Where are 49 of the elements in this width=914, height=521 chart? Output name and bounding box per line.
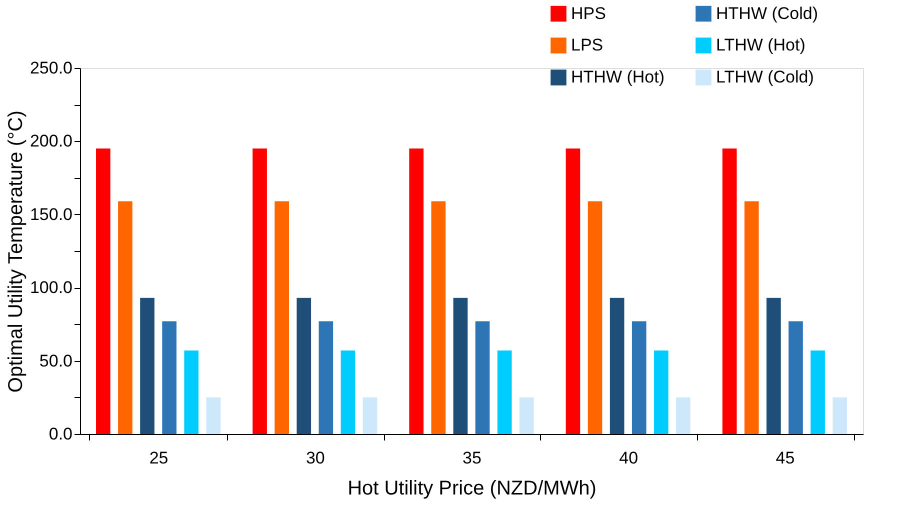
bar [409, 148, 424, 434]
y-tick-label: 50.0 [39, 351, 72, 370]
bar [296, 298, 312, 434]
bar [140, 298, 154, 434]
bar [519, 397, 534, 434]
bar [810, 350, 825, 434]
bar [766, 298, 781, 434]
bar [654, 350, 668, 434]
x-tick-label: 45 [776, 448, 795, 468]
bar [340, 350, 356, 434]
legend-label: HPS [571, 4, 606, 23]
y-tick-label: 150.0 [30, 204, 72, 224]
bar [362, 397, 378, 434]
legend-label: LTHW (Cold) [716, 68, 814, 86]
legend-label: LTHW (Hot) [716, 36, 806, 54]
x-tick-label: 40 [619, 448, 638, 468]
bar [96, 148, 110, 434]
bar [588, 201, 602, 434]
legend-label: LPS [571, 36, 604, 54]
y-tick-label: 250.0 [30, 58, 72, 78]
bar [788, 321, 803, 434]
bar [832, 397, 847, 434]
bar [497, 350, 512, 434]
bar [431, 201, 446, 434]
bar [162, 321, 176, 434]
x-axis-title: Hot Utility Price (NZD/MWh) [348, 478, 596, 500]
legend-label: HTHW (Cold) [716, 4, 818, 23]
bar [632, 321, 646, 434]
bar [118, 201, 132, 434]
bar [184, 350, 199, 434]
bar [453, 298, 468, 434]
bar [274, 201, 289, 434]
y-axis-title: Optimal Utility Temperature (°C) [4, 110, 27, 393]
bar [610, 298, 624, 434]
legend-label: HTHW (Hot) [571, 68, 664, 86]
bar [206, 397, 221, 434]
bar [318, 321, 334, 434]
bar [475, 321, 490, 434]
y-tick-label: 200.0 [30, 132, 72, 151]
x-tick-label: 35 [462, 448, 482, 468]
x-tick-label: 25 [149, 448, 168, 468]
y-tick-label: 100.0 [30, 278, 72, 298]
bar [722, 148, 737, 434]
x-tick-label: 30 [306, 448, 325, 468]
bar [252, 148, 267, 434]
y-tick-label: 0.0 [48, 424, 72, 444]
bar [676, 397, 690, 434]
bar [744, 201, 759, 434]
bar [566, 148, 580, 434]
